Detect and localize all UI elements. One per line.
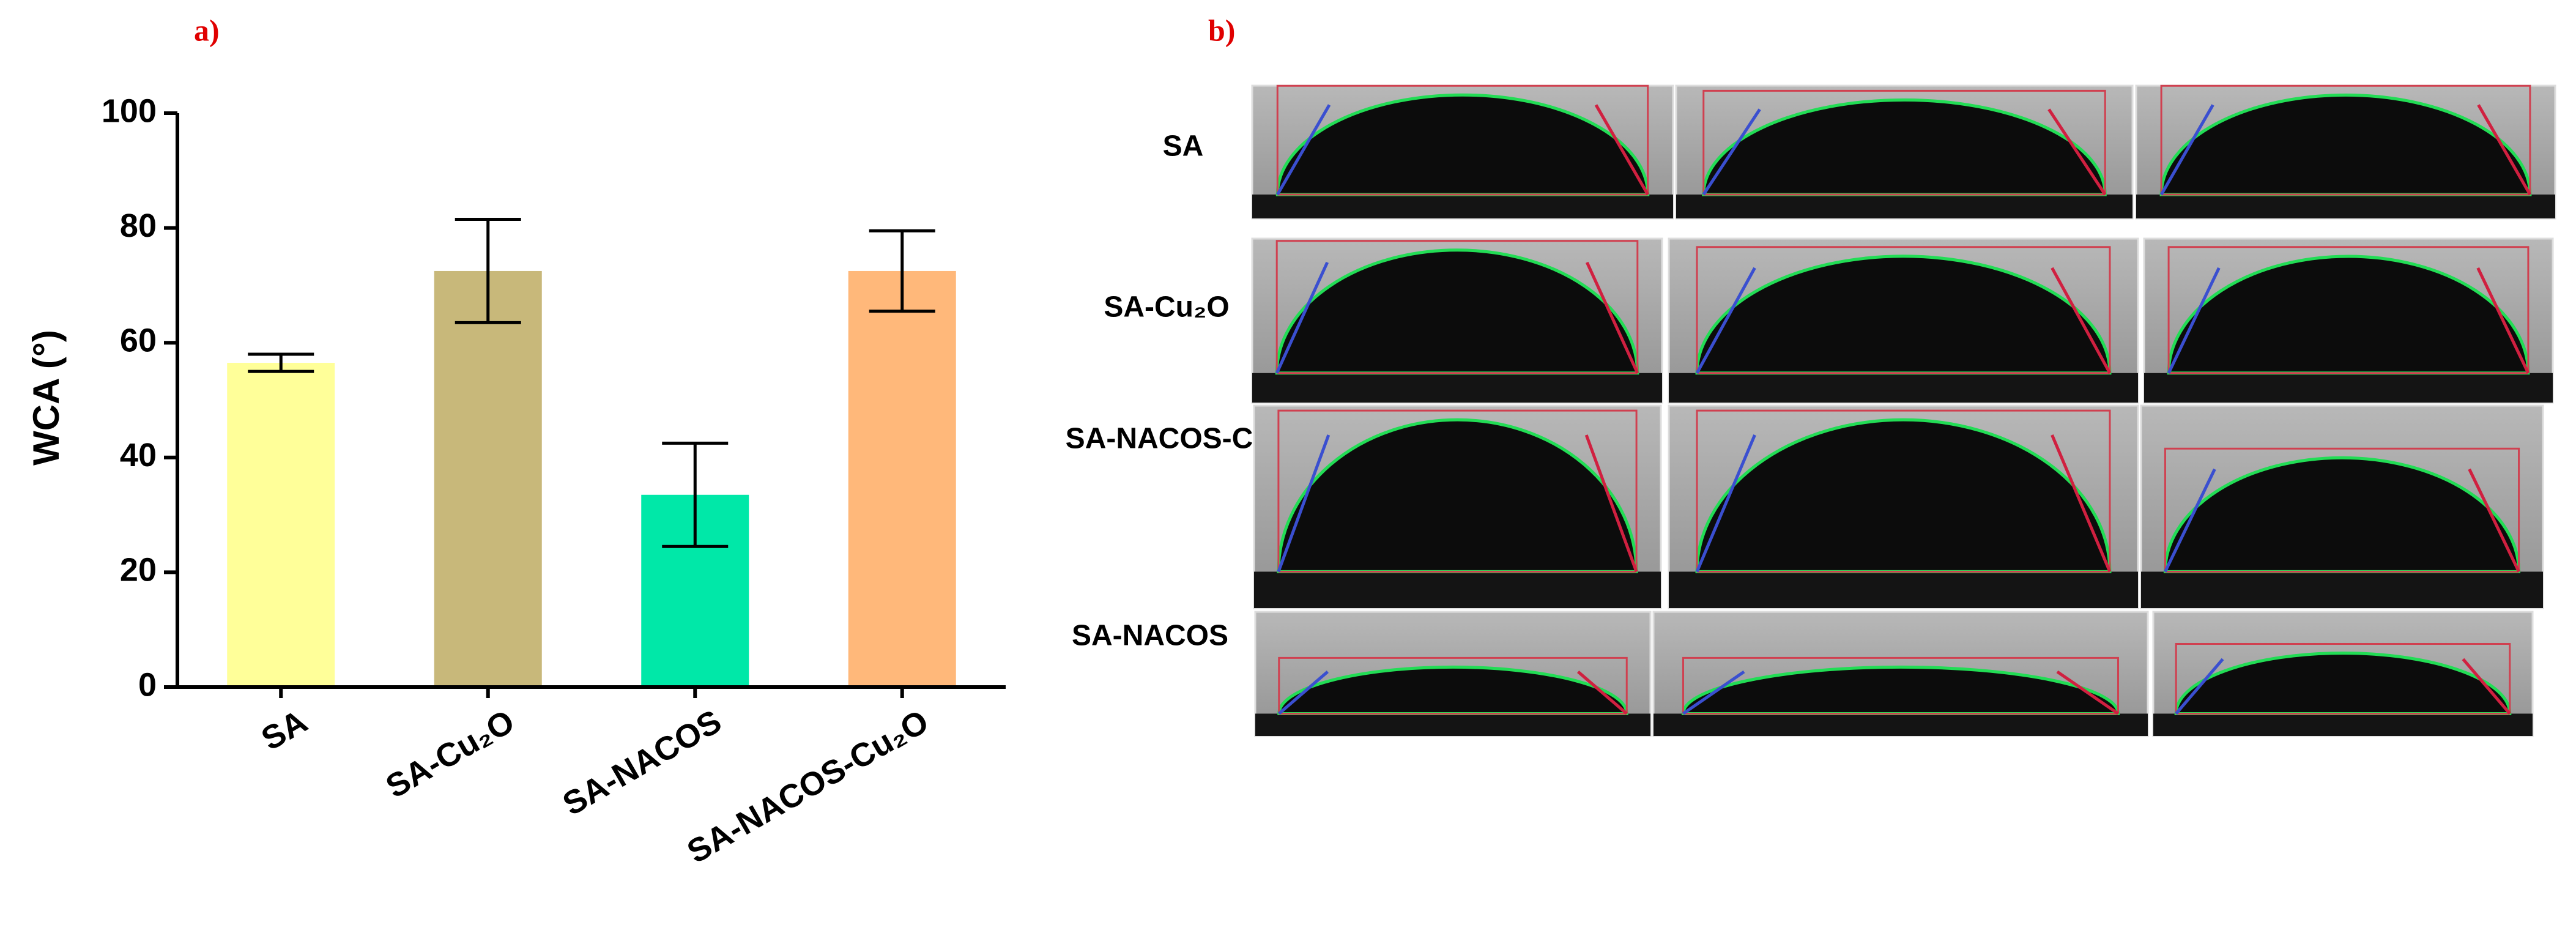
substrate [1252,194,1673,218]
droplet [2159,93,2532,196]
droplet [1275,248,1639,375]
substrate [2136,194,2555,218]
fit-box [1696,246,2111,374]
droplet-photo [1652,611,2149,737]
row-label: SA-NACOS [1072,620,1228,652]
fit-box [2164,447,2520,573]
bar [848,270,956,687]
droplet-photo [2152,611,2534,737]
tangent-left [1277,434,1331,573]
error-bar [662,441,729,548]
fit-box [2160,84,2531,196]
tangent-right [1594,104,1649,196]
substrate [1654,713,2148,736]
tangent-right [2051,267,2112,374]
substrate [1254,571,1661,608]
fit-box [1702,89,2106,196]
tangent-left [1275,261,1329,374]
tangent-left [2175,658,2224,715]
droplet [1695,418,2112,573]
fit-box [1275,240,1639,374]
tangent-right [1585,261,1639,374]
fit-box [2167,246,2530,374]
droplet-photo [1254,611,1652,737]
y-tick-label: 40 [120,437,157,474]
tangent-right [2476,267,2530,374]
fit-box [1276,84,1649,196]
error-bar [455,218,521,324]
droplet-photo [1251,237,1663,404]
droplet-photo [2143,237,2554,404]
tangent-left [1682,670,1745,715]
tangent-right [2468,468,2520,573]
tangent-left [2159,104,2214,196]
fit-box [1278,656,1628,715]
error-bar [248,352,314,373]
x-tick-label: SA [255,703,313,757]
substrate [2141,571,2543,608]
substrate [1669,373,2138,403]
x-tick-label: SA-Cu₂O [380,703,521,805]
substrate [1669,571,2138,608]
tangent-left [1278,671,1329,715]
bar [434,270,542,687]
row-label: SA-Cu₂O [1104,291,1229,324]
tangent-left [2167,267,2221,374]
tangent-right [2051,434,2112,573]
fit-box [1696,409,2111,573]
substrate [1676,194,2132,218]
y-tick-label: 0 [138,666,157,703]
droplet-photo [1668,237,2139,404]
tangent-right [2477,104,2532,196]
tangent-left [1702,108,1761,196]
tangent-right [2056,670,2119,715]
droplet-photo [2135,84,2556,220]
droplet [2167,255,2530,375]
tangent-left [1276,104,1331,196]
y-tick-label: 80 [120,207,157,244]
fit-box [1277,409,1638,573]
row-label: SA [1163,130,1204,163]
droplet-photo [1253,404,1662,609]
droplet [1681,665,2120,715]
y-tick-label: 100 [102,92,157,129]
tangent-right [1577,671,1628,715]
droplet [1277,418,1638,573]
error-bar [869,229,935,313]
tangent-left [1695,267,1756,374]
droplet-photo [1668,404,2139,609]
tangent-left [2164,468,2216,573]
substrate [1252,373,1662,403]
panel-label: b) [1208,13,1235,47]
substrate [1255,713,1650,736]
droplet [1277,665,1628,715]
substrate [2153,713,2533,736]
y-tick-label: 60 [120,322,157,359]
bar [227,363,335,687]
tangent-right [1584,434,1638,573]
substrate [2144,373,2553,403]
tangent-right [2462,658,2511,715]
droplet [2174,652,2512,715]
droplet-photo [1675,84,2134,220]
fit-box [1682,656,2120,715]
x-tick-label: SA-NACOS [557,703,727,823]
y-axis-label: WCA (°) [26,330,67,466]
droplet [2163,456,2521,573]
panel-label: a) [194,13,220,47]
droplet [1702,98,2107,196]
tangent-left [1695,434,1756,573]
tangent-right [2047,108,2107,196]
y-tick-label: 20 [120,552,157,589]
plot: SA SA-Cu₂O SA-NACOSSA-NACOS-Cu₂O0204060801… [102,92,1006,871]
droplet-photo [2140,404,2544,609]
droplet-photo [1251,84,1674,220]
droplet [1695,255,2112,375]
droplet [1275,93,1650,196]
fit-box [2175,643,2511,715]
